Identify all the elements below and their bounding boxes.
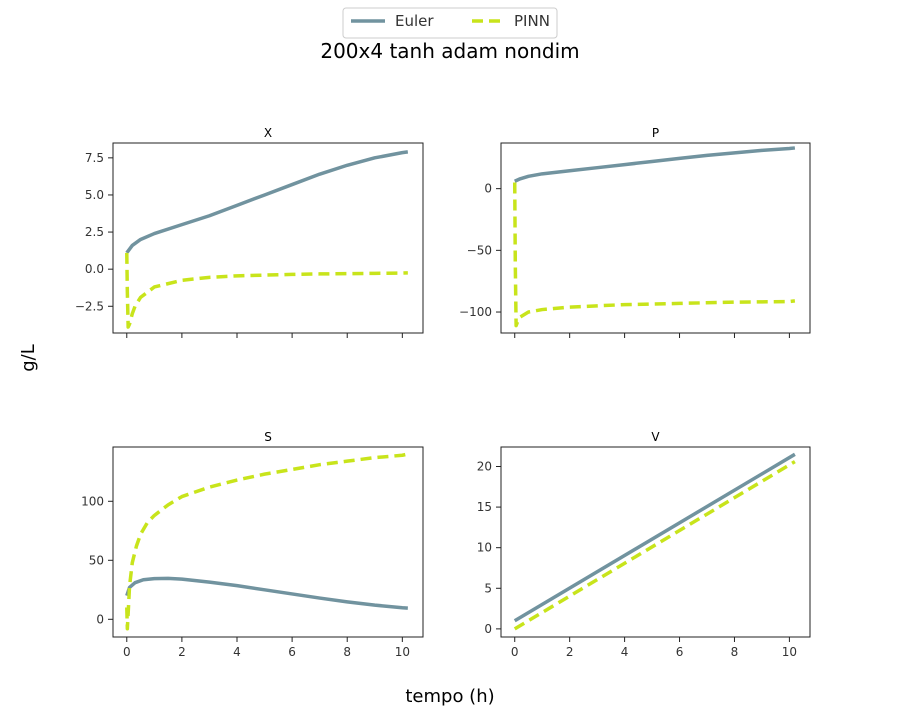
series-line-pinn xyxy=(125,252,408,329)
x-axis-label: tempo (h) xyxy=(405,686,494,707)
x-tick-label: 2 xyxy=(566,645,574,659)
panel-v: V 0 2 4 6 8 10 0 5 10 15 20 xyxy=(477,430,811,659)
x-tick-label: 8 xyxy=(731,645,739,659)
x-tick-label: 10 xyxy=(782,645,797,659)
x-tick-label: 0 xyxy=(511,645,519,659)
series-line-euler xyxy=(125,576,408,610)
y-tick-label: 0 xyxy=(484,622,492,636)
axes-frame xyxy=(500,446,811,638)
panel-x: X −2.5 0.0 2.5 5.0 7.5 xyxy=(75,126,424,338)
x-tick-label: 6 xyxy=(676,645,684,659)
figure-title: 200x4 tanh adam nondim xyxy=(320,39,579,63)
y-tick-label: 2.5 xyxy=(85,225,104,239)
panel-title: P xyxy=(652,126,659,140)
y-axis-label: g/L xyxy=(18,344,39,372)
y-tick-label: 100 xyxy=(81,494,104,508)
panel-title: X xyxy=(264,126,272,140)
series-line-pinn xyxy=(512,182,796,328)
y-tick-label: 0.0 xyxy=(85,262,104,276)
y-tick-label: 20 xyxy=(477,459,492,473)
y-tick-label: 0 xyxy=(96,612,104,626)
legend: Euler PINN xyxy=(342,7,558,39)
series-line-euler xyxy=(125,150,409,254)
x-tick-label: 6 xyxy=(288,645,296,659)
series-line-euler xyxy=(514,146,796,183)
y-tick-label: 5 xyxy=(484,581,492,595)
panel-title: S xyxy=(264,430,272,444)
y-tick-label: −100 xyxy=(459,305,492,319)
panel-title: V xyxy=(651,430,660,444)
axes-frame xyxy=(500,142,811,334)
series-line-pinn xyxy=(513,460,796,631)
x-tick-label: 0 xyxy=(123,645,131,659)
y-tick-label: 50 xyxy=(89,553,104,567)
x-tick-label: 4 xyxy=(233,645,241,659)
axes-frame xyxy=(112,142,424,334)
y-tick-label: 15 xyxy=(477,500,492,514)
x-tick-label: 10 xyxy=(395,645,410,659)
y-tick-label: 10 xyxy=(477,541,492,555)
y-tick-label: −2.5 xyxy=(75,299,104,313)
y-tick-label: 5.0 xyxy=(85,188,104,202)
x-tick-label: 8 xyxy=(343,645,351,659)
panel-p: P −100 −50 0 xyxy=(459,126,811,338)
y-tick-label: 7.5 xyxy=(85,151,104,165)
x-tick-label: 2 xyxy=(178,645,186,659)
axes-frame xyxy=(112,446,424,638)
y-tick-label: −50 xyxy=(467,243,492,257)
x-tick-label: 4 xyxy=(621,645,629,659)
legend-label-euler: Euler xyxy=(395,12,434,30)
series-line-euler xyxy=(513,452,796,623)
legend-frame xyxy=(342,7,558,39)
legend-label-pinn: PINN xyxy=(514,12,550,30)
y-tick-label: 0 xyxy=(484,182,492,196)
